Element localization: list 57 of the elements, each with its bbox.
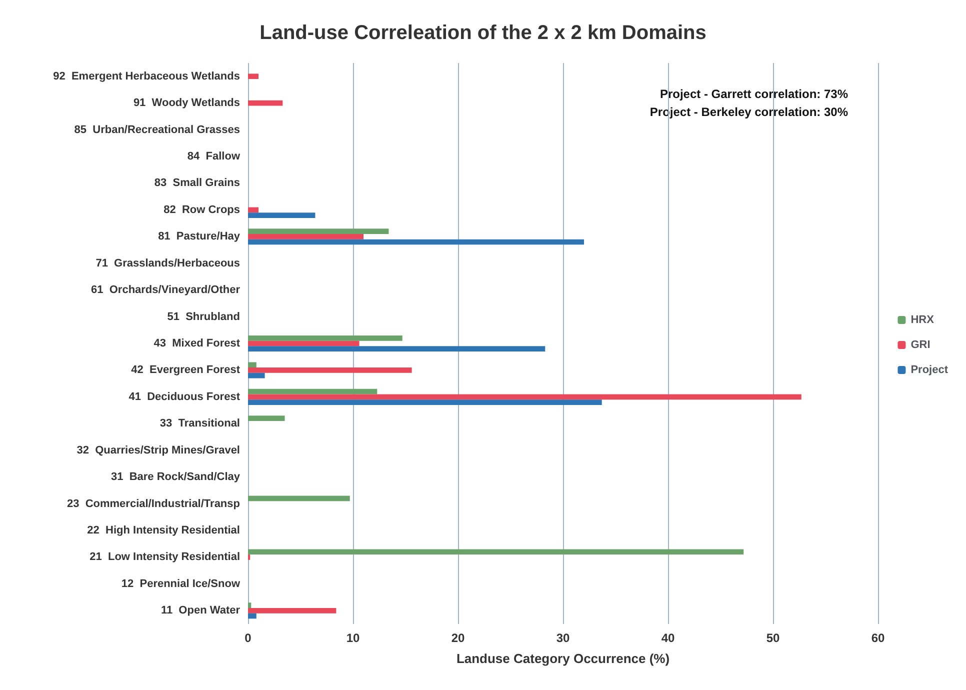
x-tick-label: 0: [244, 631, 252, 645]
y-tick-label: 81 Pasture/Hay: [158, 230, 241, 243]
bar: [248, 228, 389, 234]
x-tick-label: 60: [871, 631, 885, 645]
x-tick-label: 30: [556, 631, 570, 645]
bar: [248, 234, 364, 240]
y-tick-label: 33 Transitional: [160, 418, 240, 430]
bar: [248, 212, 316, 218]
y-tick-label: 12 Perennial Ice/Snow: [121, 578, 240, 590]
y-tick-label: 61 Orchards/Vineyard/Other: [91, 284, 241, 296]
y-tick-label: 42 Evergreen Forest: [131, 364, 240, 376]
y-tick-label: 41 Deciduous Forest: [128, 390, 240, 403]
bar: [248, 368, 412, 373]
y-tick-label: 11 Open Water: [160, 604, 241, 617]
y-tick-label: 71 Grasslands/Herbaceous: [96, 257, 240, 270]
x-tick-label: 50: [766, 631, 780, 645]
y-tick-label: 31 Bare Rock/Sand/Clay: [110, 471, 241, 484]
y-tick-label: 32 Quarries/Strip Mines/Gravel: [76, 444, 240, 456]
legend-label: GRI: [910, 339, 930, 351]
legend-label: Project: [910, 364, 948, 376]
bar: [248, 207, 258, 213]
y-tick-label: 82 Row Crops: [164, 204, 240, 216]
x-tick-label: 10: [346, 631, 360, 645]
bar: [248, 74, 258, 80]
bar: [248, 394, 802, 400]
bar: [248, 340, 360, 346]
bar: [248, 100, 283, 106]
y-tick-label: 85 Urban/Recreational Grasses: [74, 124, 240, 136]
annotation: Project - Berkeley correlation: 30%: [650, 105, 848, 119]
chart-title: Land-use Correleation of the 2 x 2 km Domains: [260, 22, 706, 44]
bar: [248, 613, 256, 619]
y-tick-label: 84 Fallow: [187, 150, 240, 162]
bar: [248, 416, 285, 421]
bar: [248, 362, 256, 368]
bar: [248, 496, 350, 502]
y-tick-label: 23 Commercial/Industrial/Transp: [66, 498, 240, 510]
x-tick-label: 40: [661, 631, 675, 645]
legend-label: HRX: [910, 314, 935, 326]
y-tick-label: 51 Shrubland: [167, 310, 240, 323]
bar: [248, 549, 744, 555]
y-tick-label: 92 Emergent Herbaceous Wetlands: [53, 70, 240, 82]
bar: [248, 388, 378, 394]
y-tick-label: 21 Low Intensity Residential: [90, 551, 240, 564]
bar: [248, 372, 265, 378]
bar: [248, 602, 252, 608]
y-tick-label: 22 High Intensity Residential: [87, 524, 240, 536]
bar: [248, 400, 602, 405]
bar: [248, 608, 336, 614]
bar: [248, 346, 546, 352]
x-axis-title: Landuse Category Occurrence (%): [456, 651, 670, 666]
annotation: Project - Garrett correlation: 73%: [660, 87, 848, 101]
y-tick-label: 83 Small Grains: [154, 177, 240, 190]
bar: [248, 335, 402, 341]
y-tick-label: 43 Mixed Forest: [154, 338, 240, 350]
x-tick-label: 20: [451, 631, 465, 645]
y-tick-label: 91 Woody Wetlands: [133, 97, 240, 110]
bar: [248, 239, 584, 245]
